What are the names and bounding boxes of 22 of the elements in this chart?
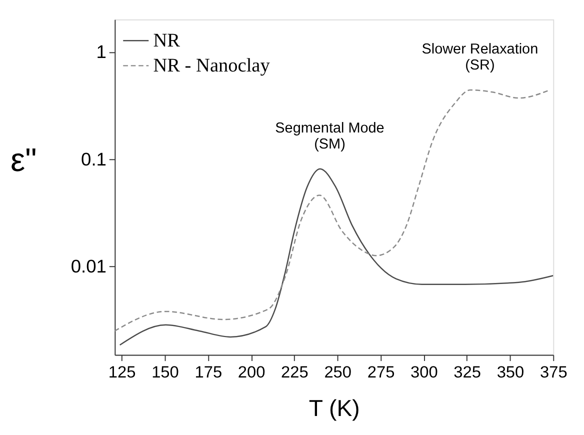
- x-tick-label: 300: [410, 363, 438, 382]
- x-axis-title: T (K): [308, 394, 360, 421]
- annotation: Slower Relaxation (SR): [422, 41, 538, 74]
- x-tick-label: 150: [152, 363, 179, 382]
- annotation: Segmental Mode (SM): [275, 120, 384, 153]
- x-tick-label: 175: [194, 363, 222, 382]
- x-tick-label: 325: [454, 363, 481, 382]
- x-tick-label: 225: [281, 363, 308, 382]
- legend-label: NR - Nanoclay: [153, 55, 270, 76]
- x-tick-label: 275: [367, 363, 395, 382]
- y-tick-label: 0.1: [81, 148, 106, 170]
- x-tick-label: 250: [324, 363, 352, 382]
- x-tick-label: 200: [238, 363, 266, 382]
- y-tick-label: 1: [96, 40, 106, 62]
- x-tick-label: 125: [108, 363, 136, 382]
- y-axis-title: ε": [10, 141, 37, 178]
- x-tick-label: 375: [540, 363, 568, 382]
- legend-label: NR: [153, 30, 180, 52]
- y-tick-label: 0.01: [70, 256, 106, 277]
- x-tick-label: 350: [496, 363, 524, 382]
- line-series: [114, 89, 550, 332]
- line-series: [119, 168, 554, 346]
